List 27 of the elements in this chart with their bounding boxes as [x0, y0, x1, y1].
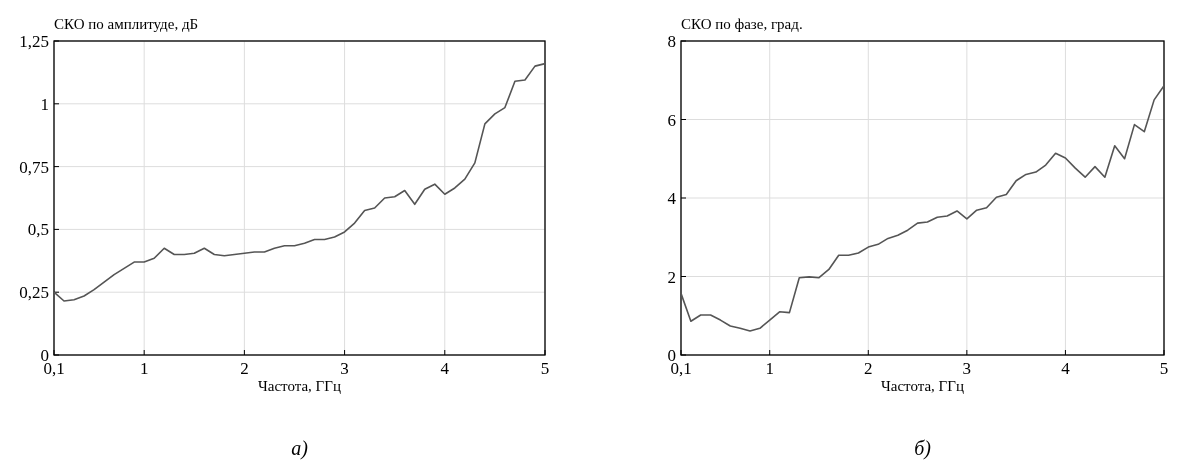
x-tick-label: 2: [864, 359, 873, 378]
y-tick-label: 1,25: [19, 32, 49, 51]
x-tick-label: 2: [240, 359, 249, 378]
y-tick-label: 0,5: [27, 220, 49, 240]
y-tick-label: 6: [667, 110, 676, 130]
y-tick-label: 0,75: [19, 157, 49, 177]
x-tick-label: 3: [340, 359, 349, 378]
text: а): [291, 437, 309, 460]
y-tick-label: 0,25: [19, 283, 49, 303]
x-axis-title: Частота, ГГц: [258, 378, 341, 394]
y-tick-label: 4: [667, 189, 677, 208]
y-tick-label: 8: [667, 32, 676, 51]
y-axis-title: СКО по амплитуде, дБ: [54, 16, 199, 32]
y-axis-title: СКО по фазе, град.: [681, 16, 803, 32]
line-series: [53, 62, 546, 302]
x-axis-title: Частота, ГГц: [881, 378, 964, 394]
y-tick-label: 1: [40, 94, 49, 114]
x-tick-label: 5: [540, 359, 550, 378]
x-tick-label: 4: [1061, 359, 1071, 378]
x-tick-label: 5: [1159, 359, 1169, 378]
x-tick-label: 3: [962, 359, 972, 378]
x-tick-label: 1: [765, 359, 774, 378]
y-tick-label: 2: [667, 267, 676, 287]
text: б): [914, 437, 932, 460]
x-tick-label: 4: [440, 359, 450, 378]
x-tick-label: 1: [139, 359, 149, 378]
line-series: [680, 84, 1165, 332]
